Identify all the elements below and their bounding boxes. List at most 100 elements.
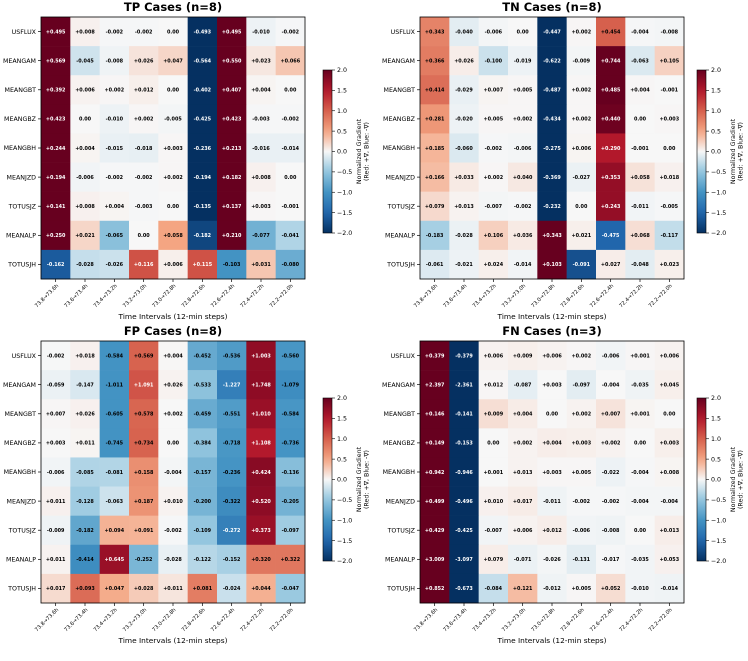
- heatmap-cell[interactable]: [70, 428, 100, 458]
- heatmap-cell[interactable]: [41, 220, 71, 251]
- heatmap-cell[interactable]: [478, 75, 509, 105]
- heatmap-cell[interactable]: [537, 75, 567, 105]
- heatmap-cell[interactable]: [187, 133, 218, 163]
- heatmap-cell[interactable]: [508, 457, 538, 487]
- heatmap-cell[interactable]: [217, 399, 247, 429]
- heatmap-cell[interactable]: [537, 457, 567, 487]
- heatmap-cell[interactable]: [158, 249, 188, 280]
- heatmap-cell[interactable]: [625, 544, 655, 575]
- heatmap-cell[interactable]: [420, 46, 450, 76]
- heatmap-cell[interactable]: [246, 428, 276, 458]
- heatmap-cell[interactable]: [449, 191, 479, 222]
- heatmap-cell[interactable]: [537, 341, 567, 371]
- heatmap-cell[interactable]: [537, 486, 567, 516]
- heatmap-cell[interactable]: [41, 457, 71, 487]
- heatmap-cell[interactable]: [654, 46, 685, 76]
- heatmap-cell[interactable]: [129, 46, 159, 76]
- heatmap-cell[interactable]: [449, 457, 479, 487]
- heatmap-cell[interactable]: [70, 399, 100, 429]
- heatmap-cell[interactable]: [478, 486, 509, 516]
- heatmap-cell[interactable]: [596, 162, 626, 192]
- heatmap-cell[interactable]: [187, 370, 218, 400]
- heatmap-cell[interactable]: [99, 133, 130, 163]
- heatmap-cell[interactable]: [187, 428, 218, 458]
- heatmap-cell[interactable]: [537, 46, 567, 76]
- heatmap-cell[interactable]: [537, 191, 567, 222]
- heatmap-cell[interactable]: [478, 573, 509, 604]
- heatmap-cell[interactable]: [158, 191, 188, 222]
- heatmap-cell[interactable]: [187, 220, 218, 251]
- heatmap-cell[interactable]: [99, 191, 130, 222]
- heatmap-cell[interactable]: [625, 457, 655, 487]
- heatmap-cell[interactable]: [625, 162, 655, 192]
- heatmap-cell[interactable]: [217, 341, 247, 371]
- heatmap-cell[interactable]: [129, 428, 159, 458]
- heatmap-cell[interactable]: [449, 249, 479, 280]
- heatmap-cell[interactable]: [625, 191, 655, 222]
- heatmap-cell[interactable]: [537, 428, 567, 458]
- heatmap-cell[interactable]: [158, 428, 188, 458]
- heatmap-cell[interactable]: [478, 162, 509, 192]
- heatmap-cell[interactable]: [158, 399, 188, 429]
- heatmap-cell[interactable]: [449, 370, 479, 400]
- heatmap-cell[interactable]: [478, 399, 509, 429]
- heatmap-cell[interactable]: [275, 17, 306, 47]
- heatmap-cell[interactable]: [99, 220, 130, 251]
- heatmap-cell[interactable]: [129, 75, 159, 105]
- heatmap-cell[interactable]: [99, 457, 130, 487]
- heatmap-cell[interactable]: [508, 249, 538, 280]
- heatmap-cell[interactable]: [70, 341, 100, 371]
- heatmap-cell[interactable]: [129, 162, 159, 192]
- heatmap-cell[interactable]: [275, 457, 306, 487]
- heatmap-cell[interactable]: [596, 104, 626, 134]
- heatmap-cell[interactable]: [508, 370, 538, 400]
- heatmap-cell[interactable]: [158, 370, 188, 400]
- heatmap-cell[interactable]: [99, 399, 130, 429]
- heatmap-cell[interactable]: [420, 573, 450, 604]
- heatmap-cell[interactable]: [420, 162, 450, 192]
- heatmap-cell[interactable]: [566, 370, 597, 400]
- heatmap-cell[interactable]: [99, 162, 130, 192]
- heatmap-cell[interactable]: [246, 249, 276, 280]
- heatmap-cell[interactable]: [537, 399, 567, 429]
- heatmap-cell[interactable]: [70, 457, 100, 487]
- heatmap-cell[interactable]: [129, 191, 159, 222]
- heatmap-cell[interactable]: [654, 220, 685, 251]
- heatmap-cell[interactable]: [596, 544, 626, 575]
- heatmap-cell[interactable]: [625, 17, 655, 47]
- heatmap-cell[interactable]: [566, 75, 597, 105]
- heatmap-cell[interactable]: [596, 249, 626, 280]
- heatmap-cell[interactable]: [449, 46, 479, 76]
- heatmap-cell[interactable]: [275, 249, 306, 280]
- heatmap-cell[interactable]: [508, 220, 538, 251]
- heatmap-cell[interactable]: [508, 428, 538, 458]
- heatmap-cell[interactable]: [596, 457, 626, 487]
- heatmap-cell[interactable]: [566, 162, 597, 192]
- heatmap-cell[interactable]: [217, 515, 247, 546]
- heatmap-cell[interactable]: [625, 341, 655, 371]
- heatmap-cell[interactable]: [70, 162, 100, 192]
- heatmap-cell[interactable]: [625, 573, 655, 604]
- heatmap-cell[interactable]: [70, 191, 100, 222]
- heatmap-cell[interactable]: [129, 370, 159, 400]
- heatmap-cell[interactable]: [129, 515, 159, 546]
- heatmap-cell[interactable]: [420, 249, 450, 280]
- heatmap-cell[interactable]: [129, 133, 159, 163]
- heatmap-cell[interactable]: [537, 573, 567, 604]
- heatmap-cell[interactable]: [99, 370, 130, 400]
- heatmap-cell[interactable]: [654, 191, 685, 222]
- heatmap-cell[interactable]: [158, 162, 188, 192]
- heatmap-cell[interactable]: [508, 75, 538, 105]
- heatmap-cell[interactable]: [478, 428, 509, 458]
- heatmap-cell[interactable]: [537, 220, 567, 251]
- heatmap-cell[interactable]: [246, 457, 276, 487]
- heatmap-cell[interactable]: [70, 544, 100, 575]
- heatmap-cell[interactable]: [187, 17, 218, 47]
- heatmap-cell[interactable]: [625, 46, 655, 76]
- heatmap-cell[interactable]: [596, 573, 626, 604]
- heatmap-cell[interactable]: [596, 17, 626, 47]
- heatmap-cell[interactable]: [70, 17, 100, 47]
- heatmap-cell[interactable]: [41, 191, 71, 222]
- heatmap-cell[interactable]: [99, 46, 130, 76]
- heatmap-cell[interactable]: [449, 133, 479, 163]
